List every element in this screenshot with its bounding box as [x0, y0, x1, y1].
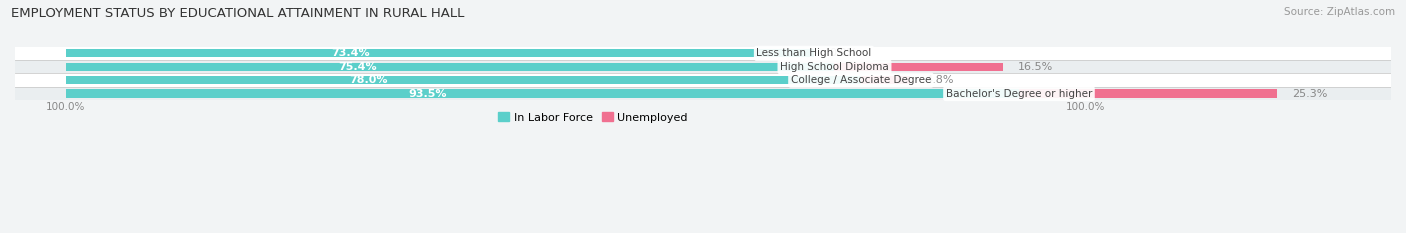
Bar	[860, 76, 910, 84]
Text: 73.4%: 73.4%	[330, 48, 370, 58]
Text: 78.0%: 78.0%	[349, 75, 387, 85]
Text: 4.8%: 4.8%	[925, 75, 953, 85]
Bar	[66, 89, 1019, 98]
Bar	[66, 63, 835, 71]
Bar	[835, 63, 1002, 71]
Bar	[15, 47, 1391, 60]
Bar	[15, 87, 1391, 100]
Text: 93.5%: 93.5%	[409, 89, 447, 99]
Text: EMPLOYMENT STATUS BY EDUCATIONAL ATTAINMENT IN RURAL HALL: EMPLOYMENT STATUS BY EDUCATIONAL ATTAINM…	[11, 7, 464, 20]
Text: High School Diploma: High School Diploma	[780, 62, 889, 72]
Text: Less than High School: Less than High School	[756, 48, 872, 58]
Bar	[1019, 89, 1277, 98]
Text: 0.0%: 0.0%	[830, 48, 858, 58]
Bar	[15, 60, 1391, 73]
Text: 16.5%: 16.5%	[1018, 62, 1053, 72]
Text: Bachelor's Degree or higher: Bachelor's Degree or higher	[946, 89, 1092, 99]
Text: 100.0%: 100.0%	[46, 102, 86, 112]
Text: Source: ZipAtlas.com: Source: ZipAtlas.com	[1284, 7, 1395, 17]
Text: 75.4%: 75.4%	[339, 62, 377, 72]
Bar	[66, 49, 814, 58]
Bar	[15, 73, 1391, 87]
Text: 25.3%: 25.3%	[1292, 89, 1327, 99]
Legend: In Labor Force, Unemployed: In Labor Force, Unemployed	[494, 108, 692, 127]
Text: College / Associate Degree: College / Associate Degree	[790, 75, 931, 85]
Text: 100.0%: 100.0%	[1066, 102, 1105, 112]
Bar	[66, 76, 860, 84]
